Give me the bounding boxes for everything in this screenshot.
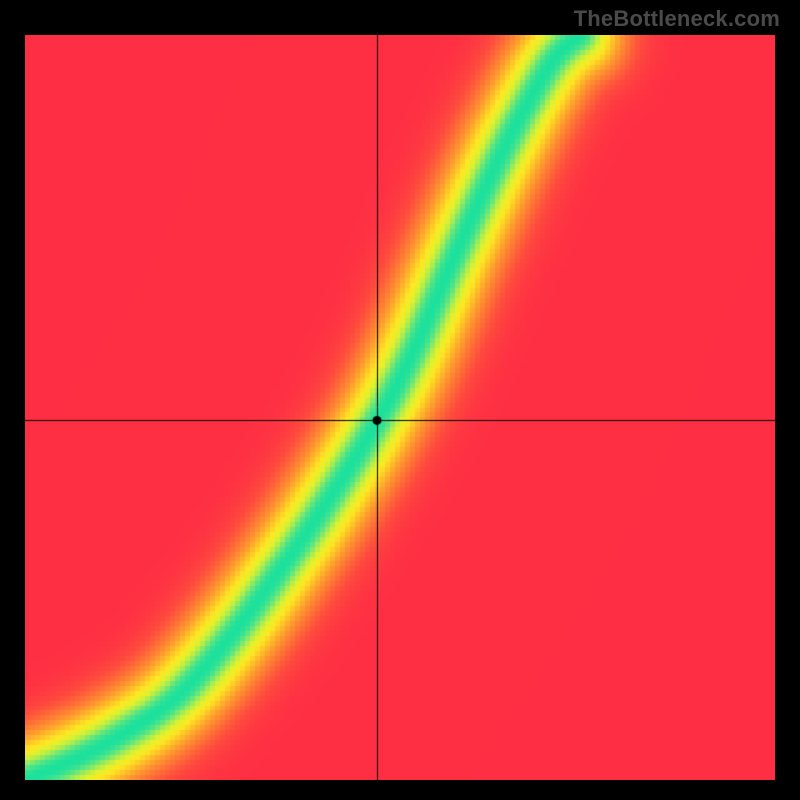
watermark-text: TheBottleneck.com: [574, 6, 780, 32]
bottleneck-plot: [25, 35, 775, 780]
app-frame: TheBottleneck.com: [0, 0, 800, 800]
heatmap-canvas: [25, 35, 775, 780]
